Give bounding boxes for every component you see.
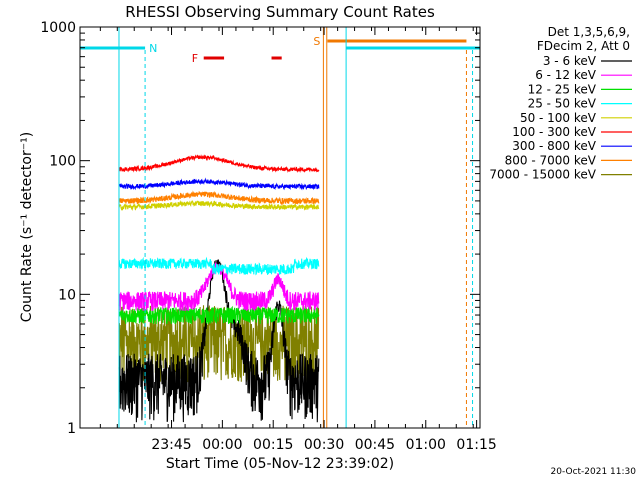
x-tick-label-0: 23:45 [151,437,191,453]
series-line-4 [118,200,320,212]
series-line-3 [118,256,320,276]
legend-label-7: 800 - 7000 keV [505,153,597,167]
y-tick-label-0: 1 [67,421,76,437]
legend-header-2: FDecim 2, Att 0 [537,39,630,53]
legend-label-6: 300 - 800 keV [512,139,596,153]
series-line-5 [118,154,320,173]
timestamp: 20-Oct-2021 11:30 [551,467,637,477]
saa-label: S [313,35,320,48]
x-tick-label-6: 01:15 [456,437,496,453]
series-layer [118,154,320,423]
x-tick-label-4: 00:45 [355,437,395,453]
axis-layer: 23:45 00:00 00:15 00:30 00:45 01:00 01:15 1 10 10… [40,20,496,453]
legend-label-0: 3 - 6 keV [543,54,597,68]
legend-header-1: Det 1,3,5,6,9, [548,25,630,39]
legend-label-1: 6 - 12 keV [535,68,597,82]
series-line-0 [118,259,320,423]
legend-label-3: 25 - 50 keV [528,97,597,111]
x-tick-label-3: 00:30 [304,437,344,453]
legend-label-5: 100 - 300 keV [512,125,596,139]
legend-label-8: 7000 - 15000 keV [489,168,596,182]
x-tick-label-2: 00:15 [253,437,293,453]
marker-layer: N S F [80,27,480,428]
x-tick-label-5: 01:00 [406,437,446,453]
plot-frame [79,26,481,429]
series-line-2 [118,305,320,325]
series-line-7 [118,190,320,206]
x-tick-label-1: 00:00 [202,437,242,453]
legend-label-4: 50 - 100 keV [520,111,597,125]
chart-title: RHESSI Observing Summary Count Rates [125,3,435,21]
y-tick-label-1: 10 [58,287,76,303]
night-label: N [149,42,157,55]
y-tick-label-2: 100 [49,154,76,170]
legend-label-2: 12 - 25 keV [528,82,597,96]
x-axis-label: Start Time (05-Nov-12 23:39:02) [166,456,394,472]
series-line-6 [118,177,320,191]
y-axis-label: Count Rate (s⁻¹ detector⁻¹) [19,132,35,322]
y-tick-label-3: 1000 [40,20,76,36]
flare-label: F [192,52,198,65]
